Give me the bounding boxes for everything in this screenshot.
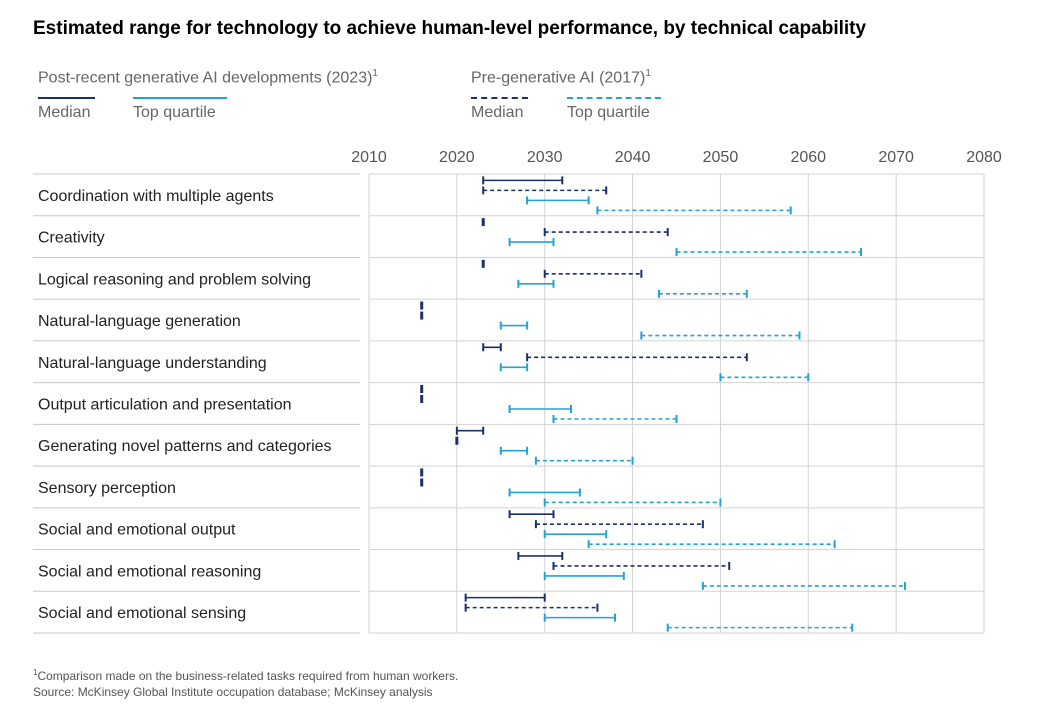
category-label: Creativity [38, 230, 105, 247]
category-label: Logical reasoning and problem solving [38, 271, 311, 288]
x-tick-label: 2070 [878, 149, 914, 166]
legend-median-2017: Median [471, 104, 524, 121]
x-tick-label: 2040 [615, 149, 651, 166]
category-label: Coordination with multiple agents [38, 188, 274, 205]
legend-group-2023-footnote-marker: 1 [372, 68, 378, 79]
x-tick-label: 2060 [790, 149, 826, 166]
x-tick-label: 2030 [527, 149, 563, 166]
category-label: Social and emotional sensing [38, 605, 246, 622]
legend-swatch-median-2017 [471, 97, 528, 99]
legend-group-2017-label: Pre-generative AI (2017) [471, 69, 646, 87]
footnote-text: Comparison made on the business-related … [37, 669, 459, 683]
footnote-marker: 1 [33, 668, 38, 677]
legend-swatch-top-quartile-2023 [133, 97, 227, 99]
category-label: Social and emotional output [38, 522, 236, 539]
legend-top-quartile-2017: Top quartile [567, 104, 650, 121]
legend-group-2017: Pre-generative AI (2017)1 [471, 68, 651, 87]
category-label: Generating novel patterns and categories [38, 438, 332, 455]
x-tick-label: 2080 [966, 149, 1002, 166]
footnote-text-line: 1Comparison made on the business-related… [33, 665, 458, 684]
source-note: Source: McKinsey Global Institute occupa… [33, 685, 433, 699]
x-tick-label: 2050 [703, 149, 739, 166]
legend-median-2023: Median [38, 104, 91, 121]
legend-group-2023-label: Post-recent generative AI developments (… [38, 69, 373, 87]
category-label: Social and emotional reasoning [38, 563, 261, 580]
legend-top-quartile-2023: Top quartile [133, 104, 216, 121]
footnote: 1Comparison made on the business-related… [33, 665, 458, 700]
category-label: Natural-language understanding [38, 355, 267, 372]
category-label: Natural-language generation [38, 313, 241, 330]
category-label: Output articulation and presentation [38, 397, 292, 414]
legend-swatch-median-2023 [38, 97, 95, 99]
legend-group-2017-footnote-marker: 1 [645, 68, 651, 79]
x-tick-label: 2010 [351, 149, 387, 166]
legend-swatch-top-quartile-2017 [567, 97, 661, 99]
legend-group-2023: Post-recent generative AI developments (… [38, 68, 378, 87]
category-label: Sensory perception [38, 480, 176, 497]
chart-title: Estimated range for technology to achiev… [33, 18, 867, 39]
x-tick-label: 2020 [439, 149, 475, 166]
